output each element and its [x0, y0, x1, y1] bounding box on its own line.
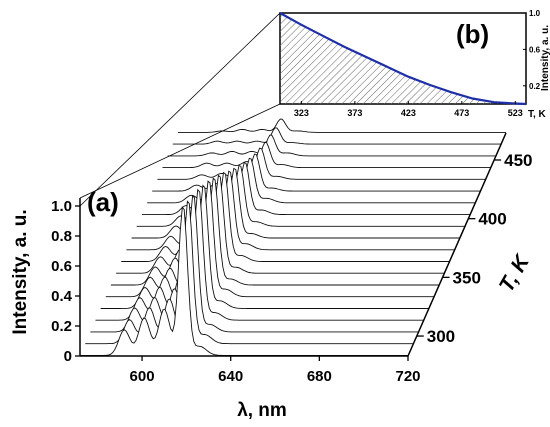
- y-tick-labels: 0 0.2 0.4 0.6 0.8 1.0: [51, 198, 80, 365]
- inset-connector-line: [79, 12, 281, 207]
- temperature-tick-label: 400: [478, 210, 506, 229]
- spectrum-curve: [157, 147, 486, 180]
- inset-x-tick-label: 523: [508, 108, 523, 118]
- inset-x-tick-label: 473: [454, 108, 469, 118]
- panel-b-inset: 323 373 423 473 523 0.2 0.6 1.0 T, K Intensity…: [79, 9, 550, 207]
- x-axis-title: λ, nm: [237, 400, 287, 421]
- inset-connector-line: [79, 103, 281, 199]
- spectrum-fill: [152, 154, 481, 192]
- panel-a-axes: [79, 103, 507, 357]
- inset-y-tick-labels: 0.2 0.6 1.0: [523, 9, 541, 91]
- x-tick-label: 600: [130, 368, 155, 385]
- temperature-axis-title: T, K: [495, 250, 535, 296]
- spectrum-curve: [178, 118, 506, 133]
- temperature-axis-line: [407, 132, 507, 357]
- inset-x-tick-label: 423: [401, 108, 416, 118]
- y-tick-label: 0.6: [51, 258, 72, 275]
- y-axis-title: Intensity, a. u.: [10, 209, 31, 334]
- x-tick-label: 640: [218, 368, 243, 385]
- y-tick-label: 1.0: [51, 198, 72, 215]
- panel-a: 600 640 680 720 0 0.2 0.4 0.6 0.8 1.0 300 350 400 4…: [10, 103, 535, 421]
- y-tick-label: 0.8: [51, 228, 72, 245]
- temperature-tick-label: 300: [427, 327, 455, 346]
- spectrum-fill: [80, 207, 408, 356]
- spectra-curves: [80, 118, 506, 356]
- spectrum-curve: [172, 127, 501, 145]
- y-tick-label: 0.4: [51, 288, 73, 305]
- spectrum-fill: [167, 135, 496, 157]
- inset-y-axis-title: Intensity, a. u.: [540, 25, 550, 91]
- inset-y-tick-label: 1.0: [529, 9, 541, 18]
- x-tick-labels: 600 640 680 720: [130, 356, 421, 385]
- panel-b-label: (b): [456, 19, 489, 49]
- x-tick-label: 720: [395, 368, 420, 385]
- spectrum-curve: [167, 134, 496, 157]
- inset-intensity-line: [279, 12, 527, 106]
- spectrum-curve: [147, 157, 476, 204]
- x-tick-label: 680: [307, 368, 332, 385]
- y-tick-label: 0: [64, 348, 72, 365]
- temperature-tick-label: 350: [453, 268, 481, 287]
- inset-y-tick-label: 0.2: [529, 82, 541, 91]
- spectrum-curve: [162, 141, 491, 169]
- spectrum-curve: [152, 153, 481, 192]
- spectrum-curve: [121, 171, 450, 262]
- spectrum-fill: [85, 201, 414, 345]
- inset-x-tick-labels: 323 373 423 473 523: [294, 101, 523, 118]
- panel-a-label: (a): [87, 187, 119, 217]
- inset-hatched-area: [280, 13, 526, 104]
- temperature-tick-label: 450: [504, 151, 532, 170]
- inset-y-tick-label: 0.6: [529, 45, 541, 54]
- temperature-tick-labels: 300 350 400 450: [416, 151, 533, 346]
- spectrum-fill: [147, 158, 476, 204]
- inset-x-axis-title: T, K: [528, 109, 547, 120]
- y-tick-label: 0.2: [51, 318, 72, 335]
- inset-x-tick-label: 373: [347, 108, 362, 118]
- spectrum-fill: [90, 195, 419, 333]
- inset-x-tick-label: 323: [294, 108, 309, 118]
